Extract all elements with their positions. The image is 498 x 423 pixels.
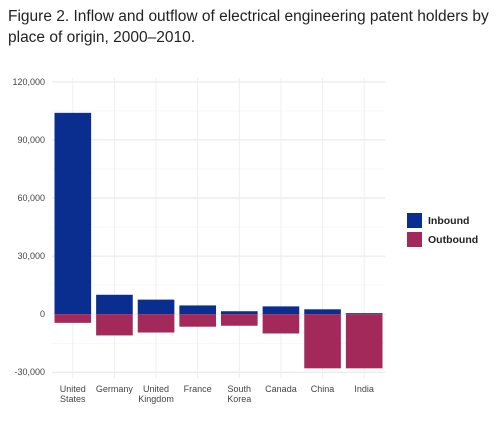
bar-outbound [262, 314, 300, 334]
bar-inbound [54, 112, 92, 315]
legend-swatch-inbound [407, 213, 422, 228]
chart-title: Figure 2. Inflow and outflow of electric… [8, 8, 489, 46]
bars [54, 112, 383, 369]
y-tick-label: 30,000 [17, 251, 45, 261]
bar-inbound [137, 299, 175, 315]
x-tick-label: Canada [265, 384, 297, 394]
bar-outbound [345, 314, 383, 369]
legend-swatch-outbound [407, 232, 422, 247]
legend-label-inbound: Inbound [428, 215, 469, 227]
y-tick-label: 0 [40, 309, 45, 319]
bar-inbound [220, 311, 258, 315]
y-tick-label: 90,000 [17, 135, 45, 145]
legend: Inbound Outbound [407, 213, 478, 247]
y-tick-label: 60,000 [17, 193, 45, 203]
bar-inbound [262, 306, 300, 315]
bar-inbound [179, 305, 217, 315]
bar-outbound [179, 314, 217, 327]
x-tick-label: Germany [96, 384, 134, 394]
x-tick-label: United Kingdom [138, 384, 174, 404]
y-tick-label: -30,000 [14, 367, 45, 377]
bar-inbound [304, 309, 341, 315]
y-tick-label: 120,000 [12, 77, 45, 87]
x-tick-label: China [311, 384, 335, 394]
x-axis-ticks: United States Germany United Kingdom France So… [60, 384, 374, 404]
bar-outbound [54, 314, 92, 323]
bar-outbound [304, 314, 341, 369]
bar-outbound [137, 314, 175, 333]
bar-inbound [345, 313, 383, 315]
bar-inbound [96, 294, 133, 315]
x-tick-label: South Korea [227, 384, 251, 404]
legend-label-outbound: Outbound [428, 234, 478, 246]
bar-outbound [220, 314, 258, 326]
x-tick-label: France [184, 384, 212, 394]
x-tick-label: India [354, 384, 374, 394]
y-axis-ticks: -30,000 0 30,000 60,000 90,000 120,000 [12, 77, 45, 377]
bar-outbound [96, 314, 133, 336]
x-tick-label: United States [60, 384, 86, 404]
